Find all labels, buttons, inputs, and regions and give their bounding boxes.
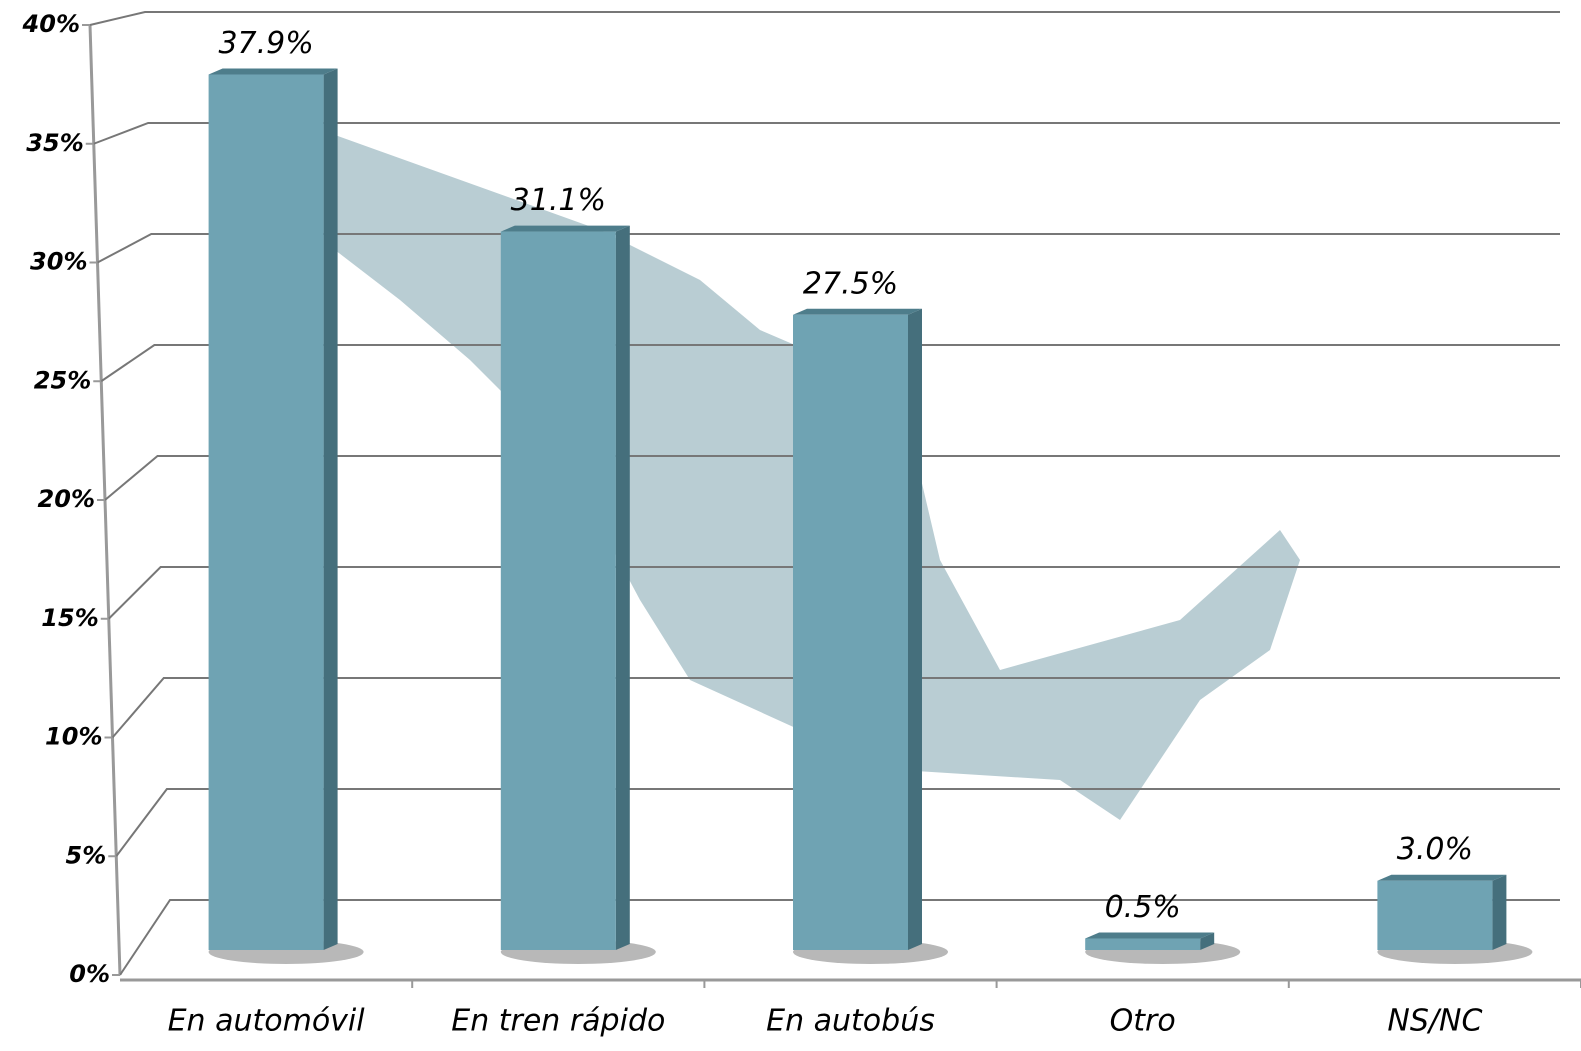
bar-top [208,68,338,75]
x-tick-label: En tren rápido [451,1004,665,1039]
bar-side [323,68,338,950]
y-tick-label: 40% [22,10,80,38]
y-tick-label: 25% [34,366,91,394]
x-tick-label: En autobús [766,1004,935,1039]
x-tick-label: Otro [1110,1004,1176,1039]
grid-line [108,566,1560,620]
y-tick-label: 20% [38,485,95,513]
bar [208,74,324,950]
grid-line [111,677,1560,739]
y-tick-label: 35% [26,129,83,157]
y-tick-label: 10% [45,723,102,751]
value-label: 37.9% [218,26,313,61]
x-tick-label: En automóvil [168,1004,366,1039]
grid-line [93,122,1560,145]
value-label: 31.1% [511,183,606,218]
value-label: 3.0% [1397,832,1473,867]
y-tick-label: 30% [30,248,87,276]
grid-line [100,344,1560,383]
bar-side [1200,932,1215,950]
value-label: 27.5% [803,266,898,301]
grid-line [115,788,1560,857]
bar [1377,880,1493,950]
bar-side [908,308,922,950]
grid-line [104,455,1560,501]
bar [500,231,616,951]
bar-top [500,225,630,232]
bar [1085,938,1201,950]
grid-line [97,233,1560,264]
bar-side [1492,874,1507,950]
y-tick-label: 5% [66,841,107,869]
bar [793,314,908,950]
bar-top [1085,932,1215,939]
x-tick-label: NS/NC [1387,1004,1482,1039]
bar-side [615,225,630,951]
bar-top [793,308,922,315]
grid-line [89,11,1560,26]
bar-top [1377,874,1507,881]
value-label: 0.5% [1105,890,1181,925]
y-tick-label: 15% [41,604,98,632]
grid-line [119,899,1560,976]
y-tick-label: 0% [69,960,110,988]
